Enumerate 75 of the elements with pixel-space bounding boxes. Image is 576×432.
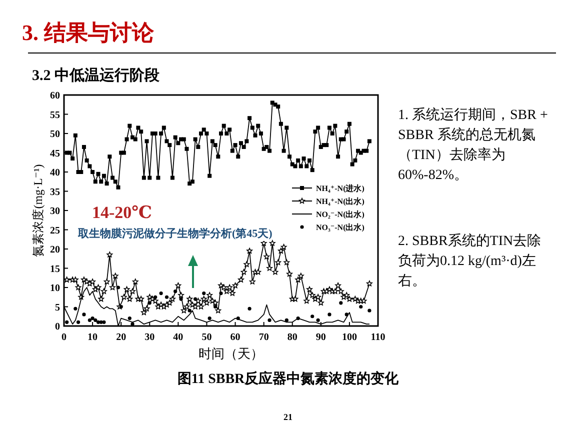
y-tick-label: 30 <box>50 206 60 217</box>
chart-subtitle: 3.2 中低温运行阶段 <box>32 66 160 85</box>
text: 2. SBBR系统的TIN去除负荷为0.12 kg/(m³·d)左右。 <box>398 232 542 291</box>
y-tick-label: 0 <box>55 322 60 332</box>
point <box>310 314 314 318</box>
annotation: 取生物膜污泥做分子生物学分析(第45天) <box>78 226 272 241</box>
x-tick-label: 40 <box>173 332 184 343</box>
point <box>188 308 192 312</box>
legend-label: NO₂⁻-N(出水) <box>316 210 365 219</box>
point <box>296 316 300 320</box>
point <box>154 295 158 299</box>
legend-label: NO₃⁻-N(出水) <box>316 223 365 232</box>
y-axis-title: 氮素浓度(mg·L⁻¹) <box>31 164 45 257</box>
point <box>368 308 372 312</box>
point <box>90 316 94 320</box>
point <box>76 320 80 324</box>
text: 1. 系统运行期间，SBR + SBBR 系统的总无机氮（TIN）去除率为60%-82%。 <box>398 106 548 185</box>
caption: 图11 SBBR反应器中氮素浓度的变化 <box>176 370 400 388</box>
point <box>359 304 363 309</box>
point <box>96 320 100 324</box>
x-tick-label: 90 <box>316 332 326 343</box>
legend-label: NH₄⁺-N(进水) <box>316 184 365 193</box>
point <box>94 318 98 322</box>
x-tick-label: 20 <box>116 332 126 343</box>
y-tick-label: 20 <box>50 244 60 256</box>
point <box>159 291 163 296</box>
point <box>208 316 212 320</box>
point <box>128 316 132 320</box>
point <box>179 297 183 301</box>
point <box>88 318 92 322</box>
point <box>268 318 272 322</box>
point <box>284 318 288 322</box>
point <box>339 301 343 305</box>
y-tick-label: 35 <box>50 186 60 198</box>
point <box>248 306 252 310</box>
legend-label: NH₄⁺-N(出水) <box>316 197 365 206</box>
point <box>130 322 134 326</box>
point <box>219 291 223 296</box>
x-tick-label: 70 <box>258 332 269 343</box>
point <box>148 301 152 305</box>
point <box>344 312 348 316</box>
chart-title: 3. 结果与讨论 <box>22 19 154 47</box>
y-tick-label: 10 <box>50 283 60 294</box>
x-tick-label: 30 <box>144 332 155 343</box>
x-tick-label: 10 <box>88 332 98 343</box>
text: 21 <box>282 412 294 422</box>
y-tick-label: 25 <box>50 225 60 236</box>
y-tick-label: 15 <box>50 264 60 275</box>
point <box>174 290 178 294</box>
point <box>316 318 320 322</box>
point <box>328 312 332 316</box>
point <box>74 306 78 310</box>
point <box>164 295 169 299</box>
x-tick-label: 100 <box>342 332 357 343</box>
point <box>119 304 123 309</box>
y-tick-label: 45 <box>50 148 60 160</box>
point <box>102 320 106 324</box>
point <box>236 316 240 320</box>
y-tick-label: 40 <box>50 168 60 178</box>
y-tick-label: 50 <box>50 129 60 140</box>
y-tick-label: 5 <box>55 302 60 314</box>
x-tick-label: 80 <box>287 332 298 343</box>
y-tick-label: 55 <box>50 110 60 121</box>
point <box>213 304 218 309</box>
x-tick-label: 50 <box>202 332 212 343</box>
x-tick-label: 110 <box>370 332 386 343</box>
y-tick-label: 60 <box>50 90 60 102</box>
x-axis-title: 时间（天） <box>198 346 264 361</box>
x-tick-label: 60 <box>230 332 240 343</box>
point <box>65 320 69 324</box>
point <box>82 312 86 316</box>
point <box>202 291 206 296</box>
annotation: 14-20℃ <box>92 203 152 223</box>
point <box>116 286 120 290</box>
point <box>194 297 198 301</box>
